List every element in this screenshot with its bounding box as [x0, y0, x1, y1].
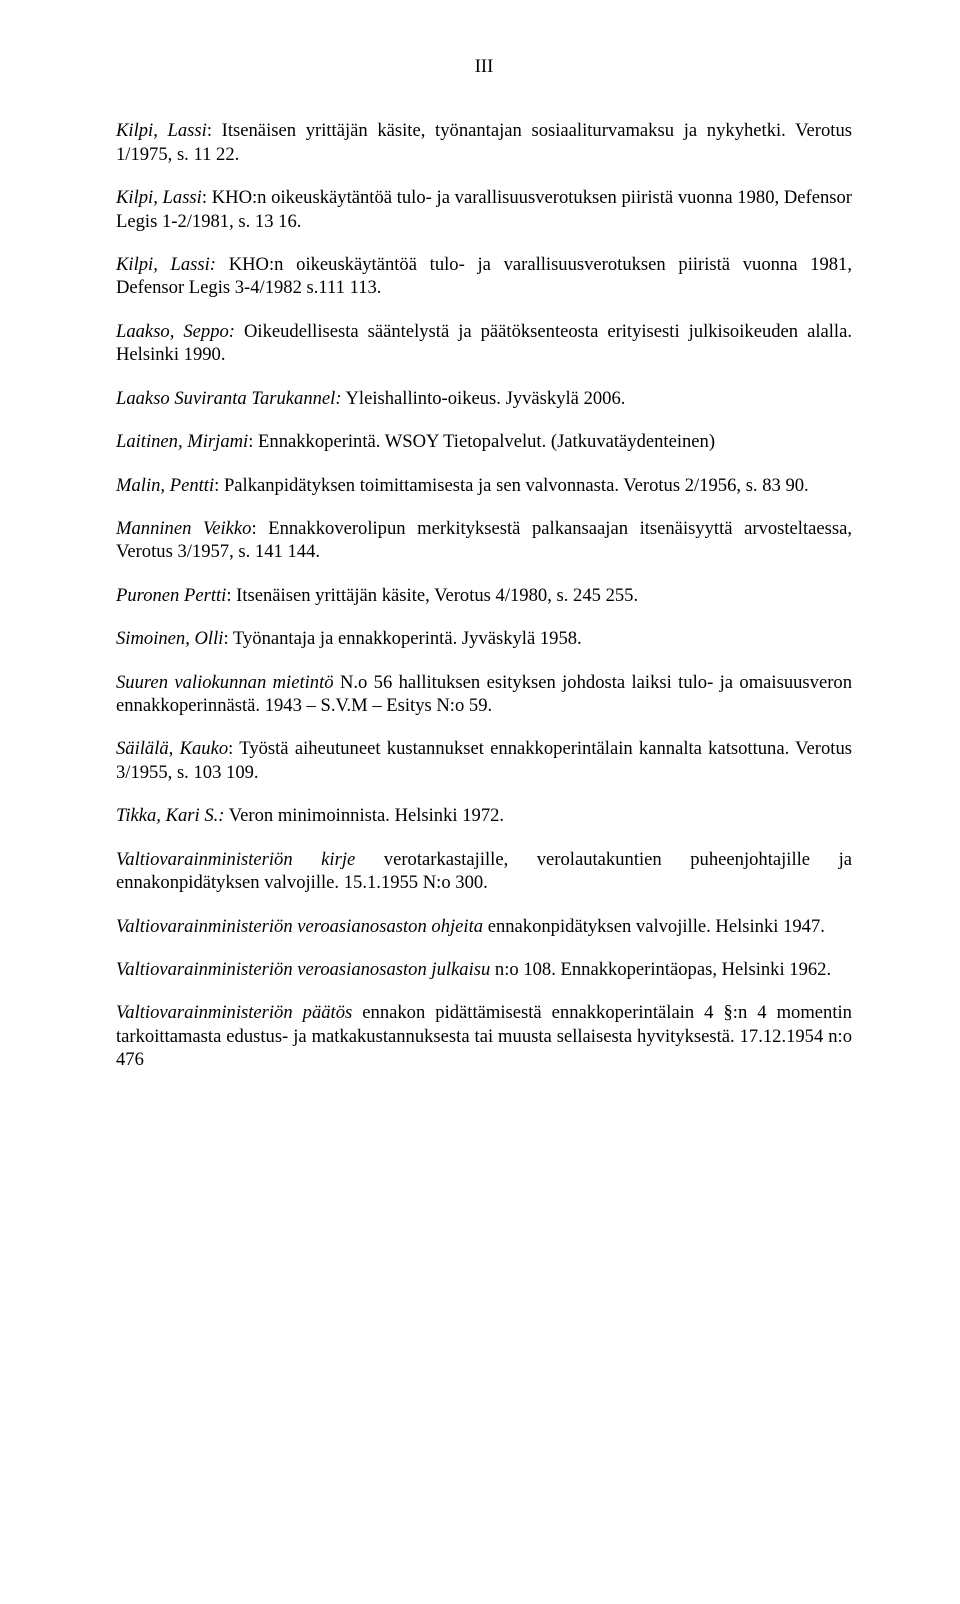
- entry-author: Manninen Veikko: [116, 518, 251, 539]
- bibliography-entry: Valtiovarainministeriön veroasianosaston…: [116, 915, 852, 938]
- bibliography-entry: Puronen Pertti: Itsenäisen yrittäjän käs…: [116, 584, 852, 607]
- bibliography-entry: Simoinen, Olli: Työnantaja ja ennakkoper…: [116, 627, 852, 650]
- entry-author: Valtiovarainministeriön veroasianosaston…: [116, 916, 483, 937]
- bibliography-entry: Kilpi, Lassi: Itsenäisen yrittäjän käsit…: [116, 119, 852, 166]
- entry-author: Kilpi, Lassi: [116, 187, 202, 208]
- document-page: III Kilpi, Lassi: Itsenäisen yrittäjän k…: [0, 0, 960, 1604]
- entry-text: : Palkanpidätyksen toimittamisesta ja se…: [214, 475, 809, 496]
- entry-author: Laakso Suviranta Tarukannel:: [116, 388, 342, 409]
- entry-author: Kilpi, Lassi:: [116, 254, 216, 275]
- entry-text: : Itsenäisen yrittäjän käsite, työnantaj…: [116, 120, 852, 164]
- entry-author: Valtiovarainministeriön päätös: [116, 1002, 352, 1023]
- entry-text: Yleishallinto-oikeus. Jyväskylä 2006.: [342, 388, 626, 409]
- bibliography-entry: Valtiovarainministeriön päätös ennakon p…: [116, 1001, 852, 1071]
- page-number: III: [116, 56, 852, 79]
- entry-author: Puronen Pertti: [116, 585, 226, 606]
- entry-author: Tikka, Kari S.:: [116, 805, 224, 826]
- bibliography-entry: Kilpi, Lassi: KHO:n oikeuskäytäntöä tulo…: [116, 253, 852, 300]
- bibliography-entry: Malin, Pentti: Palkanpidätyksen toimitta…: [116, 474, 852, 497]
- entry-text: : KHO:n oikeuskäytäntöä tulo- ja varalli…: [116, 187, 852, 231]
- bibliography-body: Kilpi, Lassi: Itsenäisen yrittäjän käsit…: [116, 119, 852, 1071]
- entry-author: Suuren valiokunnan mietintö: [116, 672, 334, 693]
- entry-author: Laakso, Seppo:: [116, 321, 235, 342]
- entry-text: : Työnantaja ja ennakkoperintä. Jyväskyl…: [223, 628, 581, 649]
- bibliography-entry: Laakso Suviranta Tarukannel: Yleishallin…: [116, 387, 852, 410]
- bibliography-entry: Kilpi, Lassi: KHO:n oikeuskäytäntöä tulo…: [116, 186, 852, 233]
- bibliography-entry: Suuren valiokunnan mietintö N.o 56 halli…: [116, 671, 852, 718]
- entry-author: Valtiovarainministeriön kirje: [116, 849, 355, 870]
- entry-author: Malin, Pentti: [116, 475, 214, 496]
- entry-text: : Itsenäisen yrittäjän käsite, Verotus 4…: [226, 585, 638, 606]
- entry-author: Säilälä, Kauko: [116, 738, 228, 759]
- entry-text: : Ennakkoperintä. WSOY Tietopalvelut. (J…: [248, 431, 715, 452]
- bibliography-entry: Valtiovarainministeriön kirje verotarkas…: [116, 848, 852, 895]
- bibliography-entry: Manninen Veikko: Ennakkoverolipun merkit…: [116, 517, 852, 564]
- entry-author: Simoinen, Olli: [116, 628, 223, 649]
- entry-text: KHO:n oikeuskäytäntöä tulo- ja varallisu…: [116, 254, 852, 298]
- entry-text: Veron minimoinnista. Helsinki 1972.: [224, 805, 504, 826]
- entry-author: Laitinen, Mirjami: [116, 431, 248, 452]
- entry-text: ennakonpidätyksen valvojille. Helsinki 1…: [483, 916, 825, 937]
- entry-author: Kilpi, Lassi: [116, 120, 207, 141]
- entry-author: Valtiovarainministeriön veroasianosaston…: [116, 959, 490, 980]
- bibliography-entry: Tikka, Kari S.: Veron minimoinnista. Hel…: [116, 804, 852, 827]
- bibliography-entry: Laakso, Seppo: Oikeudellisesta sääntelys…: [116, 320, 852, 367]
- bibliography-entry: Valtiovarainministeriön veroasianosaston…: [116, 958, 852, 981]
- bibliography-entry: Säilälä, Kauko: Työstä aiheutuneet kusta…: [116, 737, 852, 784]
- entry-text: n:o 108. Ennakkoperintäopas, Helsinki 19…: [490, 959, 831, 980]
- bibliography-entry: Laitinen, Mirjami: Ennakkoperintä. WSOY …: [116, 430, 852, 453]
